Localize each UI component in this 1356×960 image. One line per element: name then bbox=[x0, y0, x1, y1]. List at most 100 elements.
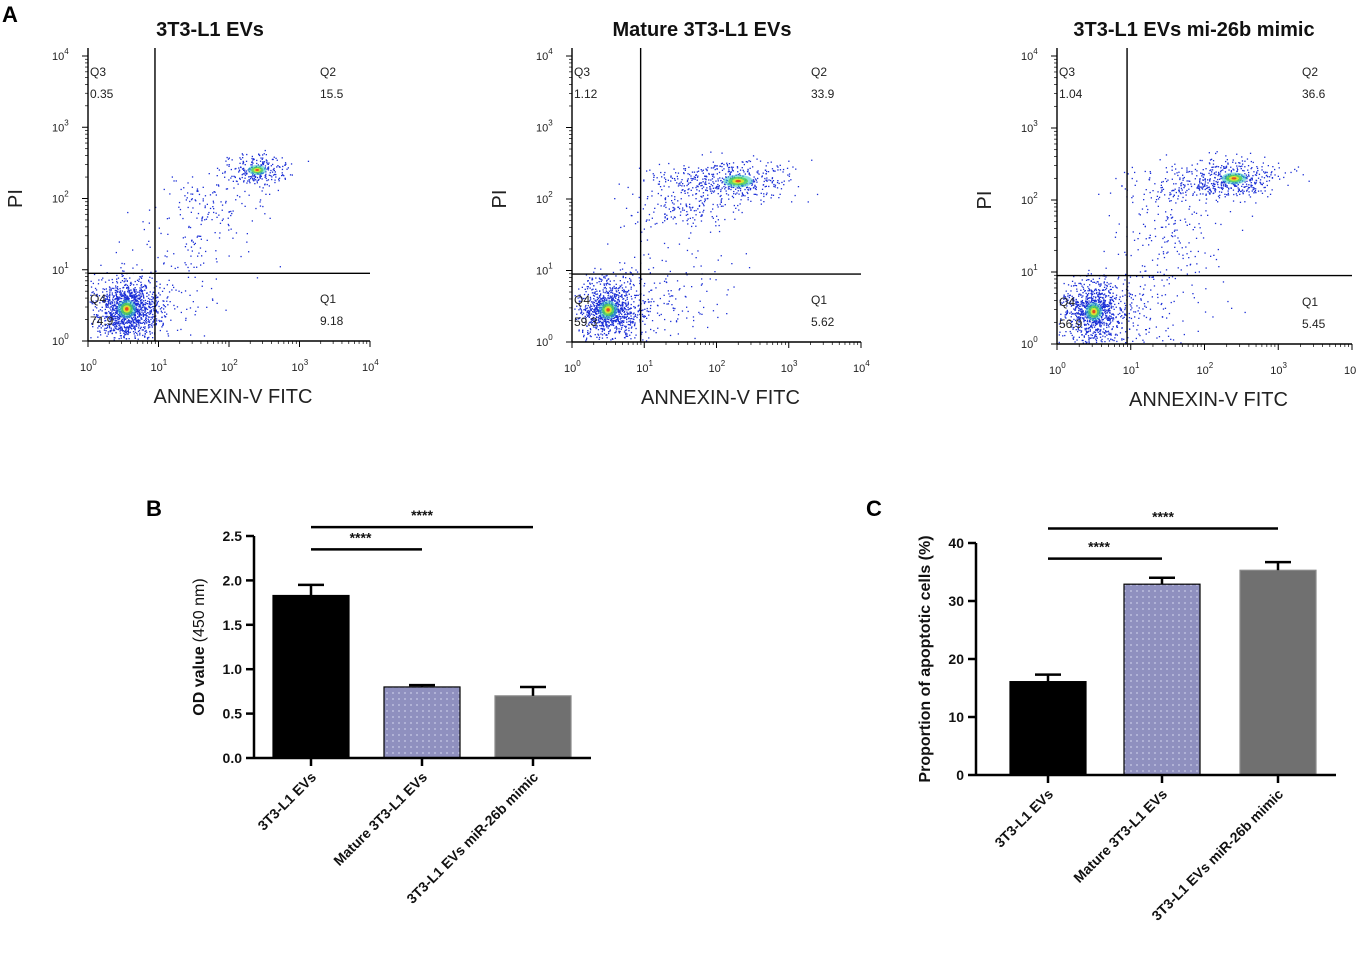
scatter-point bbox=[1079, 329, 1081, 331]
scatter-point bbox=[623, 225, 625, 227]
scatter-point bbox=[675, 223, 677, 225]
scatter-point bbox=[684, 168, 687, 170]
scatter-point bbox=[622, 309, 625, 311]
scatter-point bbox=[1080, 331, 1082, 333]
scatter-point bbox=[605, 288, 607, 290]
scatter-point bbox=[137, 310, 139, 313]
scatter-point bbox=[627, 301, 629, 303]
scatter-point bbox=[701, 187, 703, 190]
scatter-point bbox=[772, 169, 774, 172]
scatter-point bbox=[721, 152, 723, 154]
scatter-point bbox=[598, 336, 601, 339]
scatter-point bbox=[704, 199, 706, 201]
scatter-point bbox=[626, 298, 628, 300]
scatter-point bbox=[140, 294, 142, 296]
scatter-point bbox=[637, 314, 639, 316]
scatter-point bbox=[615, 320, 617, 323]
scatter-point bbox=[1100, 321, 1102, 324]
scatter-point bbox=[1157, 271, 1159, 273]
scatter-point bbox=[615, 283, 617, 285]
scatter-point bbox=[593, 318, 595, 321]
scatter-point bbox=[1219, 178, 1221, 180]
scatter-point bbox=[144, 289, 146, 291]
scatter-point bbox=[1090, 334, 1092, 336]
scatter-point bbox=[647, 253, 650, 255]
scatter-point bbox=[1106, 285, 1108, 287]
scatter-point bbox=[749, 174, 751, 176]
scatter-point bbox=[653, 176, 655, 178]
scatter-point bbox=[1079, 308, 1082, 310]
scatter-point bbox=[127, 321, 130, 324]
scatter-point bbox=[742, 169, 744, 171]
scatter-point bbox=[614, 332, 616, 334]
scatter-point bbox=[155, 318, 158, 320]
scatter-point bbox=[580, 300, 582, 302]
scatter-point bbox=[159, 294, 161, 296]
scatter-point bbox=[611, 291, 613, 293]
scatter-point bbox=[625, 303, 627, 305]
scatter-point bbox=[1094, 299, 1097, 301]
scatter-point bbox=[624, 262, 626, 264]
scatter-point bbox=[272, 158, 274, 161]
quadrant-name-q4: Q4 bbox=[574, 293, 590, 307]
scatter-point bbox=[619, 287, 621, 289]
scatter-point bbox=[127, 286, 130, 288]
scatter-point bbox=[730, 171, 732, 173]
scatter-point bbox=[141, 329, 143, 331]
scatter-point bbox=[1215, 171, 1217, 173]
scatter-point bbox=[1088, 289, 1091, 291]
scatter-point bbox=[1130, 317, 1133, 320]
scatter-point bbox=[1104, 341, 1106, 343]
scatter-point bbox=[1106, 326, 1108, 329]
scatter-point bbox=[614, 198, 616, 200]
scatter-point bbox=[594, 319, 597, 321]
scatter-point bbox=[600, 298, 603, 300]
scatter-point bbox=[688, 182, 690, 184]
scatter-point bbox=[1083, 321, 1085, 323]
scatter-point bbox=[134, 293, 137, 295]
scatter-point bbox=[1255, 202, 1257, 204]
scatter-point bbox=[744, 188, 746, 191]
scatter-point bbox=[173, 304, 175, 307]
scatter-point bbox=[1062, 335, 1064, 337]
scatter-point bbox=[127, 329, 129, 331]
scatter-point bbox=[622, 302, 625, 304]
scatter-point bbox=[606, 291, 608, 293]
scatter-point bbox=[1105, 324, 1108, 326]
scatter-point bbox=[267, 169, 270, 171]
scatter-point bbox=[1112, 326, 1114, 328]
scatter-point bbox=[281, 168, 284, 171]
scatter-point bbox=[132, 319, 134, 321]
scatter-point bbox=[108, 286, 111, 288]
scatter-point bbox=[665, 278, 667, 280]
scatter-point bbox=[243, 180, 245, 182]
scatter-point bbox=[676, 182, 678, 184]
scatter-point bbox=[613, 285, 615, 288]
scatter-point bbox=[623, 320, 625, 322]
scatter-point bbox=[650, 301, 652, 303]
scatter-point bbox=[692, 194, 694, 196]
scatter-point bbox=[1264, 156, 1266, 158]
scatter-point bbox=[1099, 296, 1101, 298]
scatter-point bbox=[137, 308, 139, 311]
scatter-point bbox=[132, 331, 135, 333]
scatter-point bbox=[739, 203, 741, 205]
scatter-point bbox=[188, 225, 190, 228]
scatter-point bbox=[763, 180, 765, 183]
scatter-point bbox=[598, 320, 600, 322]
scatter-point bbox=[617, 308, 619, 311]
scatter-point bbox=[1098, 291, 1100, 294]
scatter-point bbox=[228, 255, 230, 257]
scatter-point bbox=[603, 299, 605, 302]
scatter-point bbox=[703, 201, 706, 203]
scatter-point bbox=[1110, 305, 1113, 307]
scatter-point bbox=[1144, 305, 1146, 307]
density-hotspots bbox=[117, 164, 267, 319]
scatter-point bbox=[116, 274, 118, 277]
scatter-point bbox=[118, 298, 120, 300]
scatter-point bbox=[1089, 321, 1091, 323]
scatter-point bbox=[715, 221, 717, 223]
scatter-point bbox=[1120, 316, 1122, 318]
scatter-point bbox=[1225, 167, 1228, 169]
scatter-point bbox=[1095, 288, 1097, 290]
